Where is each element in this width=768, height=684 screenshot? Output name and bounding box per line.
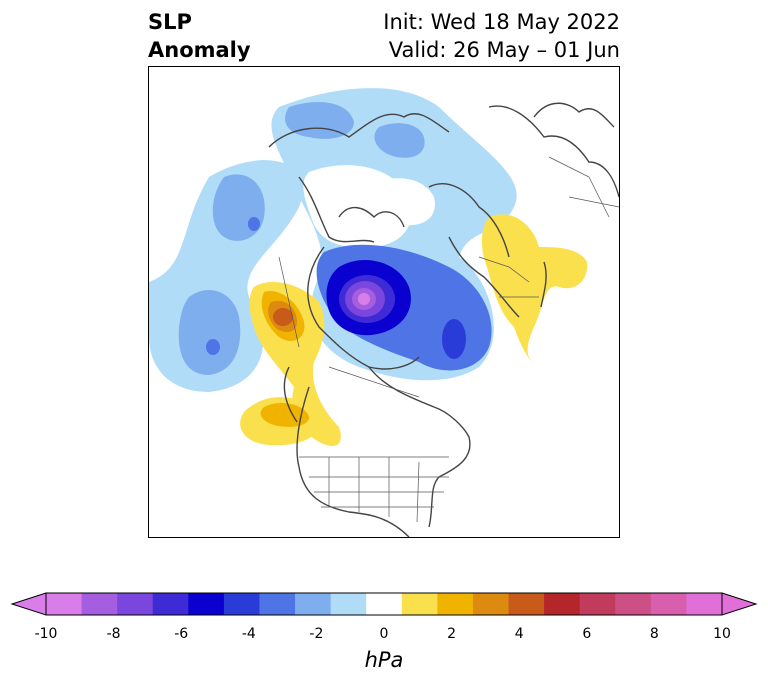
- colorbar-unit-label: hPa: [364, 648, 404, 672]
- colorbar-tick-label: -8: [106, 626, 121, 642]
- colorbar-tick-label: -6: [174, 626, 189, 642]
- title-line-1: SLP: [148, 10, 192, 34]
- colorbar-cell: [686, 593, 723, 615]
- map-svg: [149, 88, 619, 537]
- colorbar-cell: [579, 593, 616, 615]
- colorbar-tick-label: -4: [241, 626, 256, 642]
- colorbar-tick-label: 6: [582, 626, 592, 642]
- neutral-greenland: [363, 178, 435, 226]
- colorbar-cell: [650, 593, 687, 615]
- neg-anomaly-medium-north2: [374, 123, 425, 158]
- colorbar-tick-label: 0: [379, 626, 389, 642]
- colorbar-cell: [152, 593, 189, 615]
- colorbar-cell: [117, 593, 154, 615]
- colorbar-cell: [508, 593, 545, 615]
- colorbar-cell: [46, 593, 83, 615]
- colorbar-ticks: -10 -8 -6 -4 -2 0 2 4 6 8 10: [0, 626, 768, 646]
- pos-anomaly-alaska-core: [273, 308, 293, 326]
- valid-range: Valid: 26 May – 01 Jun: [388, 38, 620, 62]
- neg-anomaly-medium-gulf-alaska: [212, 174, 265, 241]
- neg-anomaly-alaska-dark: [248, 217, 260, 231]
- colorbar-cell: [615, 593, 652, 615]
- pos-anomaly-scandinavia: [481, 214, 588, 362]
- colorbar-tick-label: 8: [649, 626, 659, 642]
- colorbar-cell: [188, 593, 225, 615]
- init-date: Init: Wed 18 May 2022: [383, 10, 620, 34]
- political-borders: [278, 156, 619, 523]
- colorbar: [10, 592, 758, 616]
- colorbar-cell: [544, 593, 581, 615]
- colorbar-cell: [401, 593, 438, 615]
- colorbar-cell: [259, 593, 296, 615]
- coastlines: [268, 102, 619, 537]
- valid-time-title: Init: Wed 18 May 2022 Valid: 26 May – 01…: [383, 8, 620, 64]
- colorbar-cell: [295, 593, 332, 615]
- colorbar-cell: [472, 593, 510, 615]
- colorbar-cell: [366, 593, 403, 615]
- colorbar-tick-label: 10: [713, 626, 731, 642]
- neg-anomaly-pacific-dark: [206, 339, 220, 355]
- colorbar-cell: [81, 593, 118, 615]
- map-title: SLP Anomaly: [148, 8, 251, 64]
- colorbar-tick-label: 4: [514, 626, 524, 642]
- colorbar-extend-right: [721, 592, 758, 616]
- colorbar-cell: [437, 593, 474, 615]
- anomaly-shading: [149, 88, 588, 447]
- colorbar-tick-label: -10: [34, 626, 58, 642]
- neg-anomaly-medium-pacific: [178, 289, 241, 375]
- colorbar-cell: [223, 593, 260, 615]
- colorbar-tick-label: -2: [309, 626, 324, 642]
- neg-anomaly-greenland-dark: [442, 319, 466, 359]
- neg-anomaly-core-10: [358, 293, 370, 305]
- title-line-2: Anomaly: [148, 38, 251, 62]
- colorbar-tick-label: 2: [447, 626, 457, 642]
- colorbar-outline: [45, 592, 723, 616]
- colorbar-extend-left: [10, 592, 47, 616]
- colorbar-cell: [330, 593, 367, 615]
- anomaly-map: [148, 66, 620, 538]
- colorbar-cells: [46, 593, 723, 615]
